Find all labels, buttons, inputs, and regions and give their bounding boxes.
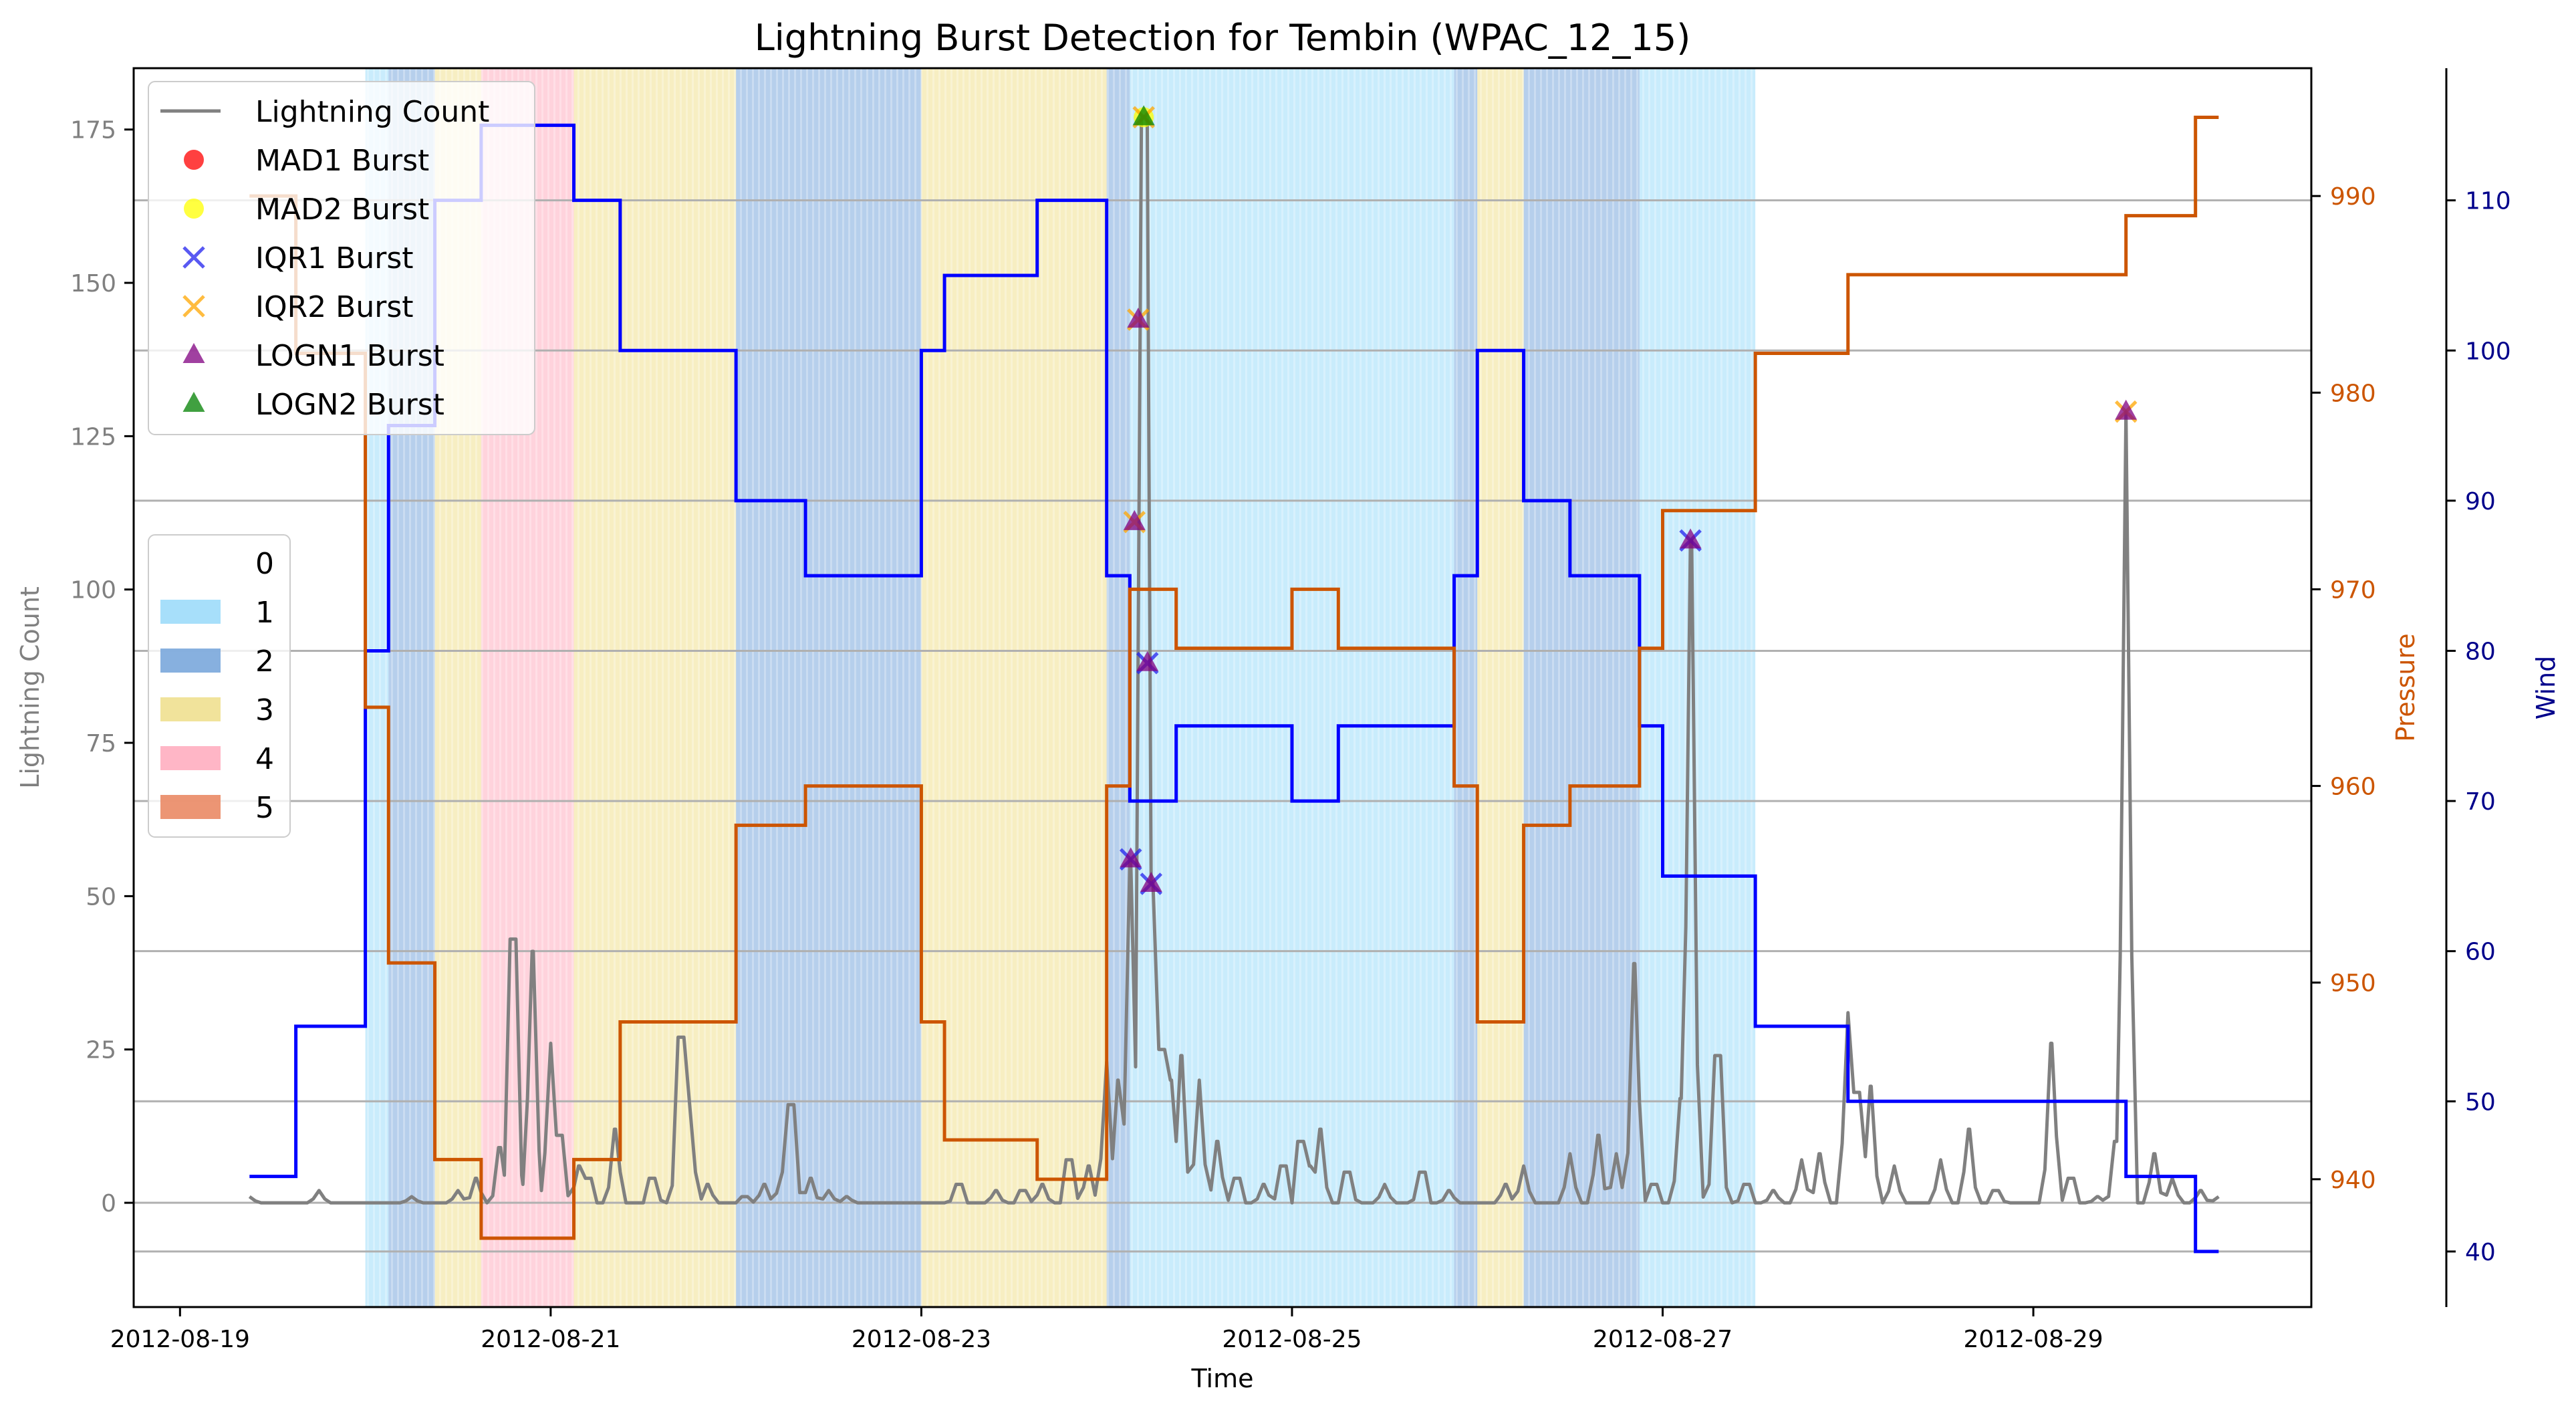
lightning-tick-label: 100: [70, 577, 116, 604]
category-band-texture: [1477, 68, 1524, 1307]
legend-label-mad1: MAD1 Burst: [255, 144, 429, 178]
burst-point: [1127, 308, 1150, 331]
wind-tick-label: 80: [2465, 638, 2496, 665]
lightning-tick-label: 50: [86, 883, 116, 911]
wind-tick-label: 100: [2465, 338, 2511, 365]
pressure-tick-label: 990: [2330, 183, 2376, 211]
wind-tick-label: 110: [2465, 188, 2511, 215]
wind-tick-label: 40: [2465, 1239, 2496, 1266]
burst-point: [1123, 509, 1146, 534]
lightning-tick-label: 150: [70, 270, 116, 298]
series-legend-box: [148, 81, 535, 435]
logn1-marker: [182, 343, 205, 363]
pressure-tick-label: 980: [2330, 380, 2376, 407]
pressure-axis-title: Pressure: [2391, 633, 2420, 741]
burst-point: [1119, 847, 1142, 871]
legend-label-iqr1: IQR1 Burst: [255, 241, 414, 275]
category-bands: [365, 68, 1756, 1307]
logn1-marker: [1123, 509, 1146, 530]
wind-axis-title: Wind: [2531, 656, 2561, 720]
category-label-2: 2: [255, 645, 274, 679]
category-swatch-5: [160, 795, 221, 819]
x-tick-label: 2012-08-25: [1222, 1326, 1362, 1353]
pressure-tick-label: 950: [2330, 970, 2376, 998]
category-band-texture: [1454, 68, 1478, 1307]
category-band-texture: [921, 68, 1107, 1307]
plot-frame: [132, 67, 2313, 1308]
lightning-axis-title: Lightning Count: [15, 586, 45, 789]
pressure-tick-label: 940: [2330, 1167, 2376, 1194]
lightning-series: [248, 115, 2220, 1205]
lightning-tick-label: 175: [70, 117, 116, 144]
mad2-marker: [184, 199, 204, 219]
mad1-marker: [184, 150, 204, 170]
burst-markers: [1119, 105, 2138, 895]
logn1-marker: [2115, 399, 2138, 420]
category-band-texture: [1639, 68, 1756, 1307]
category-label-5: 5: [255, 791, 274, 825]
legend-label-lightning: Lightning Count: [255, 95, 489, 129]
burst-point: [1136, 651, 1159, 675]
wind-tick-label: 50: [2465, 1088, 2496, 1116]
burst-point: [1132, 105, 1155, 129]
category-label-3: 3: [255, 693, 274, 727]
axes: 2012-08-19 2012-08-21 2012-08-23 2012-08-25…: [70, 68, 2511, 1353]
x-tick-label: 2012-08-19: [110, 1326, 250, 1353]
category-legend: 0 1 2 3 4 5: [148, 534, 291, 838]
burst-point: [1140, 872, 1163, 895]
category-label-4: 4: [255, 742, 274, 776]
lightning-tick-label: 75: [86, 730, 116, 757]
pressure-line: [249, 116, 2219, 1240]
wind-tick-label: 60: [2465, 939, 2496, 966]
category-swatch-4: [160, 746, 221, 770]
wind-tick-label: 70: [2465, 788, 2496, 816]
x-tick-label: 2012-08-23: [852, 1326, 991, 1353]
category-swatch-1: [160, 600, 221, 624]
pressure-tick-label: 960: [2330, 774, 2376, 801]
x-tick-label: 2012-08-21: [481, 1326, 620, 1353]
logn1-marker: [1140, 872, 1162, 893]
lightning-tick-label: 0: [101, 1190, 116, 1217]
lightning-tick-label: 25: [86, 1037, 116, 1064]
category-swatch-2: [160, 649, 221, 673]
wind-tick-label: 90: [2465, 488, 2496, 515]
category-swatch-3: [160, 697, 221, 721]
logn1-marker: [1136, 651, 1159, 671]
logn2-marker: [1132, 105, 1155, 126]
x-tick-label: 2012-08-27: [1593, 1326, 1732, 1353]
legend-label-logn1: LOGN1 Burst: [255, 339, 444, 373]
x-tick-label: 2012-08-29: [1963, 1326, 2103, 1353]
logn1-marker: [1120, 847, 1142, 868]
x-axis-title: Time: [1191, 1364, 1254, 1393]
chart-title: Lightning Burst Detection for Tembin (WP…: [755, 17, 1691, 59]
category-label-1: 1: [255, 596, 274, 630]
burst-point: [1679, 528, 1702, 552]
series-legend: Lightning Count MAD1 Burst MAD2 Burst IQR1 …: [148, 81, 535, 435]
burst-point: [2114, 399, 2138, 423]
logn2-marker: [182, 392, 205, 412]
lightning-line: [248, 115, 2220, 1205]
category-band-texture: [736, 68, 922, 1307]
legend-label-mad2: MAD2 Burst: [255, 193, 429, 227]
category-band-texture: [1523, 68, 1640, 1307]
category-band-texture: [573, 68, 737, 1307]
logn1-marker: [1127, 308, 1150, 328]
category-label-0: 0: [255, 547, 274, 581]
lightning-tick-label: 125: [70, 423, 116, 451]
logn1-marker: [1679, 528, 1702, 549]
pressure-series: [249, 116, 2219, 1240]
iqr2-marker: [182, 295, 205, 318]
legend-label-logn2: LOGN2 Burst: [255, 388, 444, 422]
legend-label-iqr2: IQR2 Burst: [255, 290, 414, 324]
iqr1-marker: [182, 246, 205, 269]
pressure-tick-label: 970: [2330, 576, 2376, 604]
